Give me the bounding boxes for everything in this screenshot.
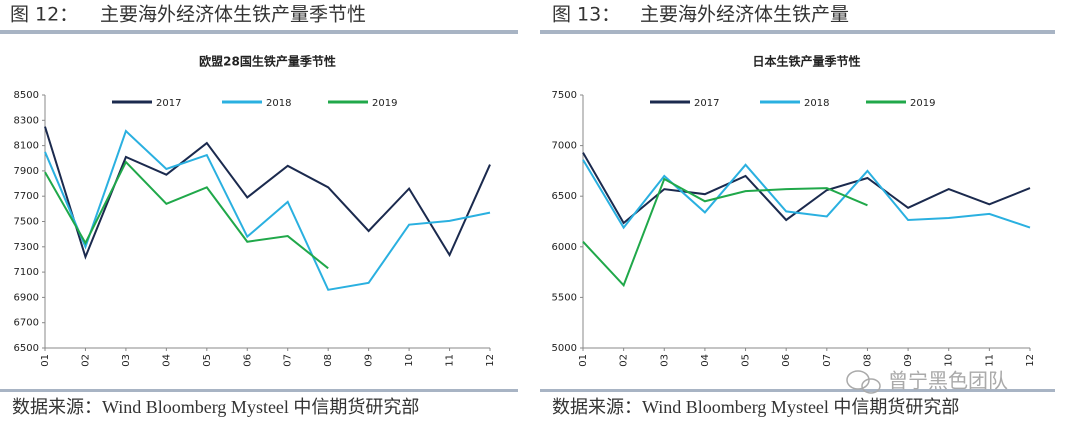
- x-tick-label: 06: [781, 354, 792, 367]
- x-tick-label: 03: [659, 354, 670, 367]
- x-tick-label: 09: [903, 354, 914, 367]
- y-tick-label: 6500: [14, 343, 39, 354]
- x-tick-label: 01: [578, 354, 589, 367]
- y-tick-label: 7500: [552, 90, 577, 101]
- figure-caption: 主要海外经济体生铁产量: [640, 4, 849, 26]
- x-tick-label: 08: [862, 354, 873, 367]
- y-tick-label: 5500: [552, 292, 577, 303]
- x-tick-label: 07: [822, 354, 833, 367]
- source: 数据来源：Wind Bloomberg Mysteel 中信期货研究部: [552, 397, 959, 417]
- watermark: 曾宁黑色团队: [888, 369, 1008, 393]
- x-tick-label: 04: [161, 354, 172, 367]
- y-tick-label: 7500: [14, 217, 39, 228]
- y-tick-label: 7300: [14, 242, 39, 253]
- source: 数据来源：Wind Bloomberg Mysteel 中信期货研究部: [12, 397, 419, 417]
- x-tick-label: 10: [404, 354, 415, 367]
- x-tick-label: 05: [202, 354, 213, 367]
- y-tick-label: 7700: [14, 191, 39, 202]
- x-tick-label: 12: [485, 354, 496, 367]
- chart-title: 日本生铁产量季节性: [752, 54, 860, 69]
- y-tick-label: 6500: [552, 191, 577, 202]
- x-tick-label: 10: [944, 354, 955, 367]
- series-line: [582, 177, 868, 288]
- y-tick-label: 5000: [552, 343, 577, 354]
- legend-label: 2018: [266, 98, 291, 109]
- divider: [540, 30, 1055, 34]
- series-line: [582, 159, 1031, 230]
- divider: [0, 389, 518, 392]
- x-tick-label: 12: [1025, 354, 1036, 367]
- x-tick-label: 06: [242, 354, 253, 367]
- x-tick-label: 05: [741, 354, 752, 367]
- series-line: [44, 129, 491, 291]
- y-tick-label: 7900: [14, 166, 39, 177]
- x-tick-label: 09: [364, 354, 375, 367]
- x-tick-label: 01: [40, 354, 51, 367]
- legend-label: 2019: [372, 98, 397, 109]
- x-tick-label: 02: [80, 354, 91, 367]
- y-tick-label: 8300: [14, 115, 39, 126]
- y-tick-label: 8100: [14, 141, 39, 152]
- x-tick-label: 03: [121, 354, 132, 367]
- series-line: [44, 160, 329, 270]
- x-tick-label: 11: [984, 354, 995, 367]
- y-tick-label: 6700: [14, 318, 39, 329]
- x-tick-label: 11: [445, 354, 456, 367]
- watermark-icon: [846, 370, 881, 394]
- x-tick-label: 08: [323, 354, 334, 367]
- divider: [0, 30, 518, 34]
- x-tick-label: 07: [283, 354, 294, 367]
- y-tick-label: 6900: [14, 292, 39, 303]
- x-tick-label: 02: [619, 354, 630, 367]
- chart-title: 欧盟28国生铁产量季节性: [199, 54, 336, 69]
- x-tick-label: 04: [700, 354, 711, 367]
- y-tick-label: 8500: [14, 90, 39, 101]
- legend-label: 2017: [694, 98, 719, 109]
- legend-label: 2017: [156, 98, 181, 109]
- figure-caption: 主要海外经济体生铁产量季节性: [100, 4, 366, 26]
- legend-label: 2019: [910, 98, 935, 109]
- divider: [540, 389, 1055, 392]
- y-tick-label: 7100: [14, 267, 39, 278]
- y-tick-label: 6000: [552, 242, 577, 253]
- figure-label: 图 13：: [552, 4, 620, 26]
- figure-label: 图 12：: [10, 4, 78, 26]
- legend-label: 2018: [804, 98, 829, 109]
- y-tick-label: 7000: [552, 141, 577, 152]
